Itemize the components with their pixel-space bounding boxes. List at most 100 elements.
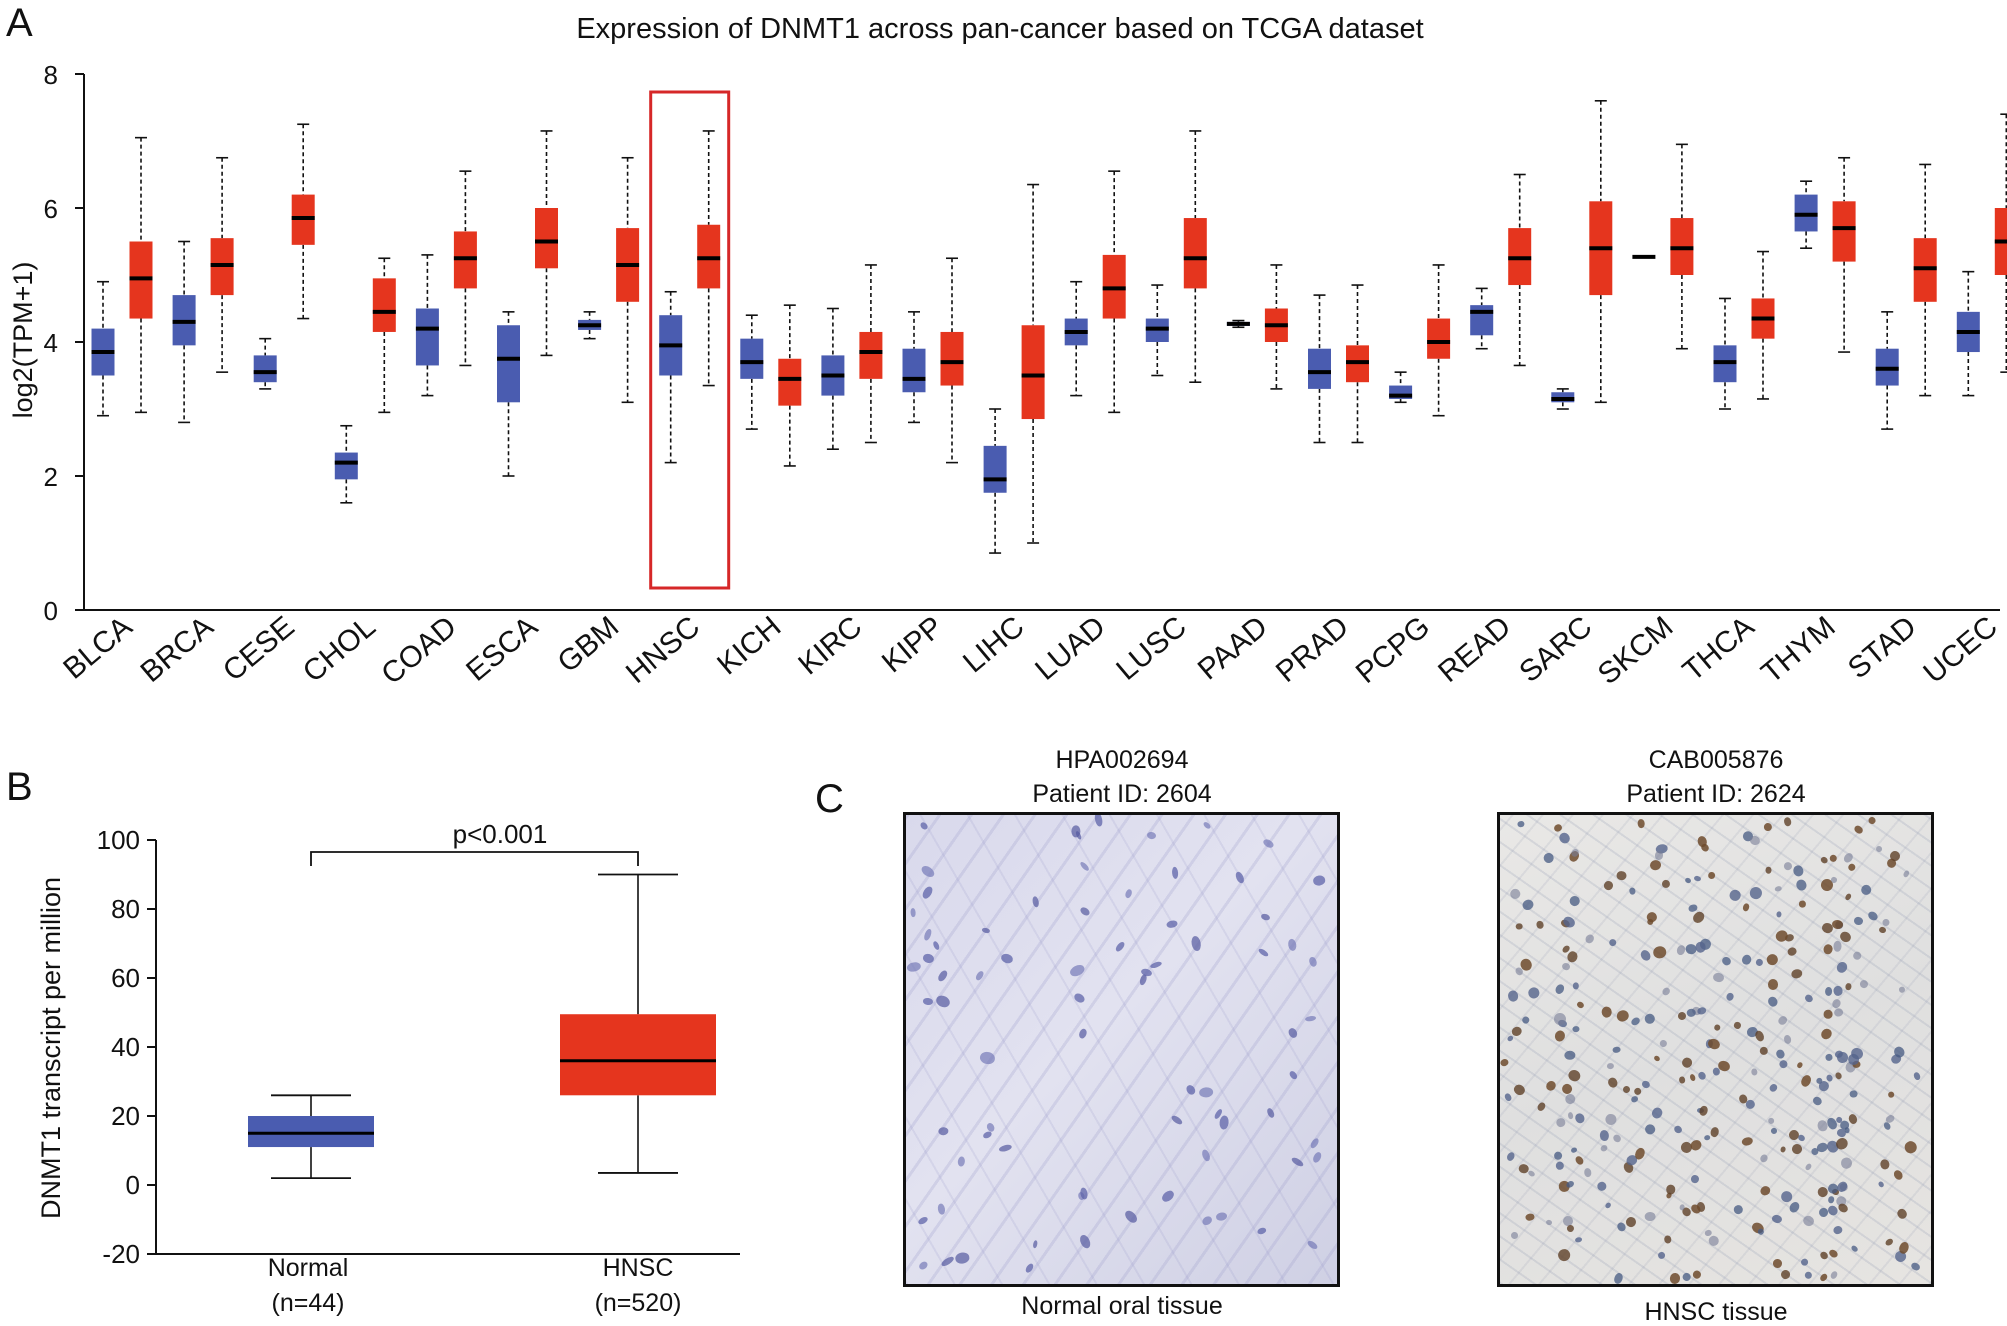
stained-nucleus — [1616, 871, 1627, 881]
box-normal-coad — [415, 254, 439, 397]
stained-nucleus — [1545, 1219, 1553, 1226]
stained-nucleus — [1823, 1009, 1833, 1019]
box-iqr — [415, 308, 439, 366]
box-normal-sarc — [1551, 388, 1575, 410]
stained-nucleus — [1878, 925, 1887, 934]
box-normal-thym — [1794, 180, 1818, 249]
box-normal-gbm — [578, 311, 602, 340]
chart-a-ytick-label: 4 — [44, 328, 58, 358]
category-label-kipp: KIPP — [876, 610, 950, 679]
stained-nucleus — [1171, 866, 1179, 879]
stained-nucleus — [910, 908, 916, 917]
box-normal-cese — [253, 337, 277, 390]
box-tumor-skcm — [1670, 143, 1694, 350]
stained-nucleus — [1215, 1211, 1228, 1222]
stained-nucleus — [1828, 1269, 1839, 1280]
stained-nucleus — [1218, 1114, 1230, 1130]
stained-nucleus — [1124, 888, 1134, 900]
category-label-brca: BRCA — [135, 610, 220, 689]
chart-b-ytick-label: 0 — [126, 1170, 140, 1200]
stained-nucleus — [1875, 845, 1884, 854]
stained-nucleus — [1763, 822, 1773, 832]
stained-nucleus — [1767, 1082, 1779, 1094]
stained-nucleus — [1767, 1117, 1776, 1126]
box-tumor-thca — [1751, 250, 1775, 400]
stained-nucleus — [1833, 940, 1842, 952]
box-normal-paad — [1226, 319, 1250, 329]
stained-nucleus — [1747, 884, 1764, 901]
box-iqr — [253, 355, 277, 383]
stained-nucleus — [1565, 950, 1579, 965]
stained-nucleus — [1766, 995, 1779, 1008]
stained-nucleus — [1852, 824, 1864, 836]
stained-nucleus — [936, 968, 950, 982]
box-normal-esca — [497, 311, 520, 477]
stained-nucleus — [1146, 831, 1157, 840]
stained-nucleus — [938, 1126, 950, 1136]
stained-nucleus — [1078, 1027, 1089, 1040]
stained-nucleus — [1725, 991, 1735, 1002]
hnsc-highlight-rect — [649, 90, 731, 590]
stained-nucleus — [1774, 1049, 1787, 1061]
stained-nucleus — [1200, 1215, 1214, 1228]
stained-nucleus — [1679, 1076, 1686, 1084]
image-left-antibody: HPA002694 — [1056, 746, 1189, 774]
box-normal-kich — [740, 314, 764, 430]
category-label-kich: KICH — [711, 610, 787, 681]
stained-nucleus — [1600, 1005, 1612, 1018]
stained-nucleus — [1691, 1269, 1703, 1280]
stained-nucleus — [1818, 1272, 1829, 1282]
stained-nucleus — [1881, 917, 1891, 927]
category-label-thca: THCA — [1677, 610, 1761, 688]
stained-nucleus — [1829, 854, 1839, 863]
stained-nucleus — [1607, 1075, 1620, 1089]
box-tumor-lihc — [1021, 183, 1045, 544]
stained-nucleus — [1831, 919, 1844, 931]
stained-nucleus — [1652, 945, 1667, 960]
category-label-paad: PAAD — [1192, 610, 1274, 686]
stained-nucleus — [1583, 1167, 1593, 1178]
stained-nucleus — [1848, 1089, 1858, 1099]
stained-nucleus — [1783, 816, 1793, 828]
stained-nucleus — [1769, 1126, 1778, 1136]
stained-nucleus — [1696, 1070, 1708, 1082]
box-iqr — [248, 1116, 374, 1148]
stained-nucleus — [1909, 1261, 1922, 1273]
stained-nucleus — [1672, 1124, 1684, 1135]
category-label-blca: BLCA — [57, 610, 138, 686]
stained-nucleus — [923, 928, 933, 942]
stained-nucleus — [979, 1050, 996, 1066]
stained-nucleus — [1654, 850, 1664, 860]
stained-nucleus — [1713, 1023, 1722, 1033]
stained-nucleus — [1198, 1085, 1214, 1098]
stained-nucleus — [1565, 1223, 1576, 1234]
category-label-pcpg: PCPG — [1350, 610, 1436, 690]
category-label-lihc: LIHC — [957, 610, 1031, 679]
stained-nucleus — [919, 863, 936, 880]
stained-nucleus — [1512, 1082, 1528, 1097]
stained-nucleus — [1832, 985, 1844, 996]
stained-nucleus — [1641, 1079, 1652, 1090]
box-tumor-brca — [210, 156, 234, 373]
category-label-coad: COAD — [375, 610, 463, 691]
stained-nucleus — [1555, 1246, 1573, 1264]
box-tumor-coad — [453, 170, 477, 367]
box-normal-chol — [334, 424, 358, 504]
stained-nucleus — [1557, 830, 1573, 846]
stained-nucleus — [936, 1202, 946, 1215]
box-iqr — [1832, 201, 1856, 262]
chart-a-ytick-label: 8 — [44, 60, 58, 90]
stained-nucleus — [1599, 1129, 1610, 1141]
category-label-read: READ — [1432, 610, 1517, 689]
stained-nucleus — [1526, 986, 1541, 1001]
stained-nucleus — [1608, 938, 1617, 946]
box-normal-luad — [1064, 280, 1088, 397]
stained-nucleus — [1544, 1078, 1558, 1093]
box-normal-stad — [1875, 311, 1899, 430]
stained-nucleus — [1509, 887, 1522, 901]
stained-nucleus — [1553, 822, 1564, 833]
stained-nucleus — [918, 1259, 930, 1271]
box-iqr — [560, 1014, 716, 1096]
chart-a-ytick-label: 2 — [44, 462, 58, 492]
category-label-gbm: GBM — [552, 610, 626, 679]
